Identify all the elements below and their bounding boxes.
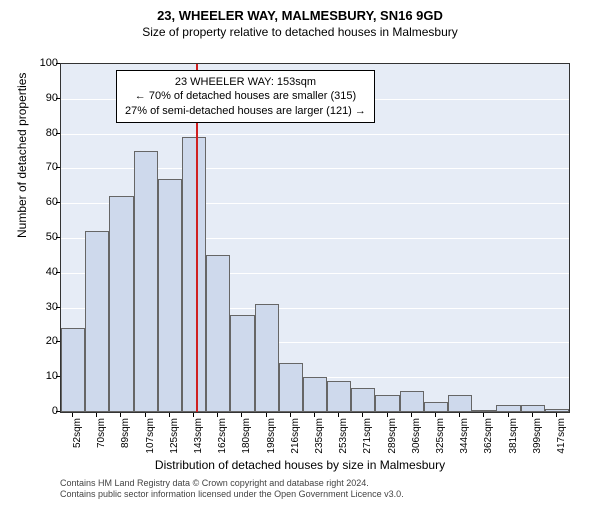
x-tick-mark: [532, 413, 533, 417]
y-tick-label: 0: [28, 405, 58, 417]
annotation-line: 23 WHEELER WAY: 153sqm: [125, 75, 366, 89]
chart-title: 23, WHEELER WAY, MALMESBURY, SN16 9GD: [0, 8, 600, 23]
histogram-bar: [182, 137, 206, 412]
histogram-bar: [375, 395, 399, 412]
x-tick-mark: [120, 413, 121, 417]
histogram-bar: [61, 328, 85, 412]
x-tick-label: 417sqm: [556, 418, 567, 462]
x-tick-label: 235sqm: [314, 418, 325, 462]
histogram-bar: [206, 255, 230, 412]
x-tick-label: 89sqm: [120, 418, 131, 462]
x-tick-label: 253sqm: [338, 418, 349, 462]
x-tick-label: 381sqm: [508, 418, 519, 462]
x-tick-mark: [96, 413, 97, 417]
x-tick-mark: [508, 413, 509, 417]
histogram-bar: [327, 381, 351, 412]
y-tick-mark: [56, 167, 60, 168]
x-tick-label: 143sqm: [193, 418, 204, 462]
annotation-line: 27% of semi-detached houses are larger (…: [125, 104, 366, 118]
x-tick-mark: [411, 413, 412, 417]
x-tick-mark: [217, 413, 218, 417]
x-tick-label: 162sqm: [217, 418, 228, 462]
x-tick-mark: [314, 413, 315, 417]
x-tick-mark: [483, 413, 484, 417]
x-tick-mark: [387, 413, 388, 417]
gridline: [61, 134, 569, 135]
x-tick-mark: [241, 413, 242, 417]
x-tick-label: 399sqm: [532, 418, 543, 462]
histogram-bar: [400, 391, 424, 412]
x-tick-mark: [193, 413, 194, 417]
y-tick-mark: [56, 133, 60, 134]
y-axis-label: Number of detached properties: [15, 73, 29, 238]
y-tick-mark: [56, 202, 60, 203]
footer-line1: Contains HM Land Registry data © Crown c…: [60, 478, 404, 489]
x-tick-label: 52sqm: [72, 418, 83, 462]
x-tick-mark: [145, 413, 146, 417]
histogram-bar: [496, 405, 520, 412]
histogram-bar: [351, 388, 375, 412]
x-tick-label: 306sqm: [411, 418, 422, 462]
plot-area: 23 WHEELER WAY: 153sqm← 70% of detached …: [60, 63, 570, 413]
y-tick-label: 80: [28, 127, 58, 139]
x-tick-mark: [338, 413, 339, 417]
y-tick-label: 90: [28, 92, 58, 104]
y-tick-mark: [56, 98, 60, 99]
x-tick-label: 180sqm: [241, 418, 252, 462]
histogram-bar: [448, 395, 472, 412]
x-tick-label: 125sqm: [169, 418, 180, 462]
y-tick-label: 60: [28, 196, 58, 208]
x-tick-mark: [72, 413, 73, 417]
x-tick-label: 344sqm: [459, 418, 470, 462]
chart-subtitle: Size of property relative to detached ho…: [0, 25, 600, 39]
y-tick-label: 100: [28, 57, 58, 69]
x-tick-mark: [169, 413, 170, 417]
x-tick-label: 362sqm: [483, 418, 494, 462]
histogram-bar: [134, 151, 158, 412]
histogram-bar: [158, 179, 182, 412]
x-tick-mark: [459, 413, 460, 417]
y-tick-mark: [56, 411, 60, 412]
histogram-bar: [424, 402, 448, 412]
histogram-bar: [303, 377, 327, 412]
y-tick-mark: [56, 307, 60, 308]
x-tick-label: 289sqm: [387, 418, 398, 462]
histogram-bar: [472, 410, 496, 412]
y-tick-mark: [56, 272, 60, 273]
histogram-bar: [85, 231, 109, 412]
y-tick-label: 40: [28, 266, 58, 278]
histogram-bar: [109, 196, 133, 412]
y-tick-mark: [56, 376, 60, 377]
x-tick-mark: [290, 413, 291, 417]
footer-text: Contains HM Land Registry data © Crown c…: [60, 478, 404, 500]
x-tick-label: 70sqm: [96, 418, 107, 462]
y-tick-label: 70: [28, 161, 58, 173]
annotation-box: 23 WHEELER WAY: 153sqm← 70% of detached …: [116, 70, 375, 123]
y-tick-mark: [56, 237, 60, 238]
x-tick-mark: [266, 413, 267, 417]
histogram-bar: [545, 409, 569, 412]
annotation-line: ← 70% of detached houses are smaller (31…: [125, 89, 366, 103]
y-tick-label: 30: [28, 301, 58, 313]
x-tick-mark: [362, 413, 363, 417]
histogram-bar: [255, 304, 279, 412]
x-tick-label: 216sqm: [290, 418, 301, 462]
x-tick-mark: [435, 413, 436, 417]
x-tick-label: 271sqm: [362, 418, 373, 462]
histogram-bar: [230, 315, 254, 412]
histogram-bar: [521, 405, 545, 412]
footer-line2: Contains public sector information licen…: [60, 489, 404, 500]
x-tick-label: 107sqm: [145, 418, 156, 462]
y-tick-mark: [56, 341, 60, 342]
x-tick-label: 198sqm: [266, 418, 277, 462]
x-tick-label: 325sqm: [435, 418, 446, 462]
y-tick-mark: [56, 63, 60, 64]
chart-container: 23, WHEELER WAY, MALMESBURY, SN16 9GD Si…: [0, 8, 600, 508]
x-tick-mark: [556, 413, 557, 417]
y-tick-label: 20: [28, 335, 58, 347]
y-tick-label: 10: [28, 370, 58, 382]
y-tick-label: 50: [28, 231, 58, 243]
histogram-bar: [279, 363, 303, 412]
